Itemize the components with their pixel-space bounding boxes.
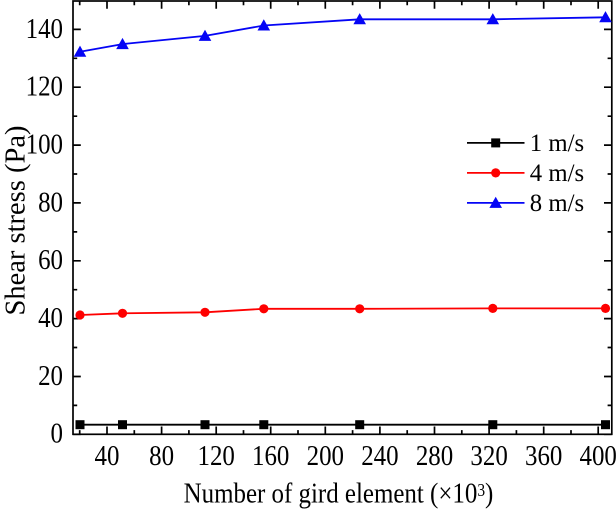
svg-text:160: 160 bbox=[252, 440, 289, 472]
svg-text:400: 400 bbox=[580, 440, 616, 472]
svg-text:360: 360 bbox=[525, 440, 562, 472]
svg-text:240: 240 bbox=[361, 440, 398, 472]
svg-text:20: 20 bbox=[38, 360, 63, 392]
svg-text:8 m/s: 8 m/s bbox=[530, 190, 584, 217]
svg-text:100: 100 bbox=[26, 128, 63, 160]
svg-text:200: 200 bbox=[307, 440, 344, 472]
svg-text:280: 280 bbox=[416, 440, 453, 472]
svg-text:Shear stress (Pa): Shear stress (Pa) bbox=[0, 126, 31, 316]
svg-text:320: 320 bbox=[470, 440, 507, 472]
svg-text:120: 120 bbox=[26, 70, 63, 102]
svg-text:120: 120 bbox=[198, 440, 235, 472]
svg-text:1 m/s: 1 m/s bbox=[530, 130, 584, 157]
svg-text:40: 40 bbox=[95, 440, 120, 472]
svg-text:Number of gird element (×103): Number of gird element (×103) bbox=[184, 477, 494, 509]
svg-text:140: 140 bbox=[26, 12, 63, 44]
svg-text:4 m/s: 4 m/s bbox=[530, 160, 584, 187]
svg-text:60: 60 bbox=[38, 244, 63, 276]
svg-text:40: 40 bbox=[38, 302, 63, 334]
svg-text:0: 0 bbox=[51, 417, 63, 449]
svg-text:80: 80 bbox=[38, 186, 63, 218]
svg-text:80: 80 bbox=[149, 440, 174, 472]
